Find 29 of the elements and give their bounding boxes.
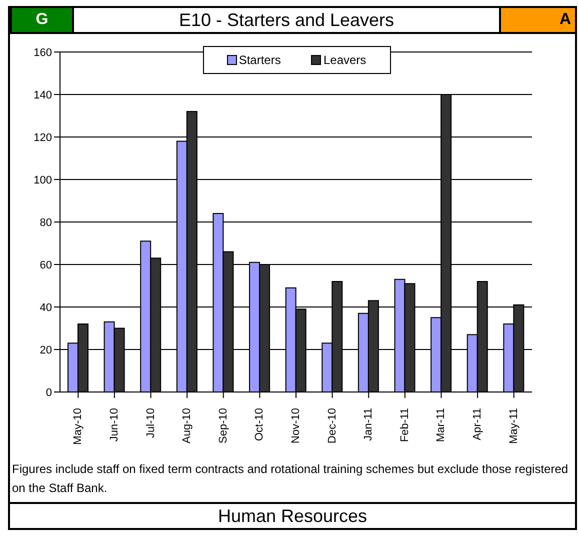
x-tick-label: Sep-10 — [217, 408, 230, 444]
y-tick-label: 60 — [40, 259, 52, 272]
text: A — [499, 8, 575, 32]
x-tick-label: Aug-10 — [181, 408, 194, 444]
text: Figures include staff on fixed term contracts and rotational training schemes but exclude those registered on the Staff Bank. — [10, 454, 575, 504]
y-tick-label: 0 — [46, 386, 52, 399]
y-tick-label: 80 — [40, 216, 52, 229]
x-tick-label: Nov-10 — [290, 408, 302, 444]
x-tick-label: Dec-10 — [326, 408, 338, 444]
y-tick-label: 20 — [40, 344, 52, 356]
x-tick-label: Jan-11 — [362, 408, 375, 441]
x-tick-label: Mar-11 — [435, 408, 448, 442]
legend-label: Starters — [238, 53, 281, 67]
legend-label: Leavers — [322, 53, 366, 67]
x-tick-label: Apr-11 — [472, 408, 484, 440]
x-tick-label: Feb-11 — [398, 408, 411, 442]
text: Human Resources — [216, 505, 368, 528]
chart-title: E10 - Starters and Leavers — [178, 9, 396, 32]
y-tick-label: 120 — [34, 132, 52, 144]
y-tick-label: 160 — [34, 46, 52, 59]
y-tick-label: 140 — [34, 89, 52, 102]
x-tick-label: May-10 — [72, 408, 84, 445]
x-tick-label: May-11 — [508, 408, 520, 444]
text: G — [10, 8, 74, 32]
y-tick-label: 100 — [34, 174, 52, 186]
x-tick-label: Jun-10 — [108, 408, 120, 442]
y-tick-label: 40 — [40, 302, 52, 314]
x-tick-label: Oct-10 — [254, 408, 266, 442]
x-tick-label: Jul-10 — [144, 408, 157, 438]
